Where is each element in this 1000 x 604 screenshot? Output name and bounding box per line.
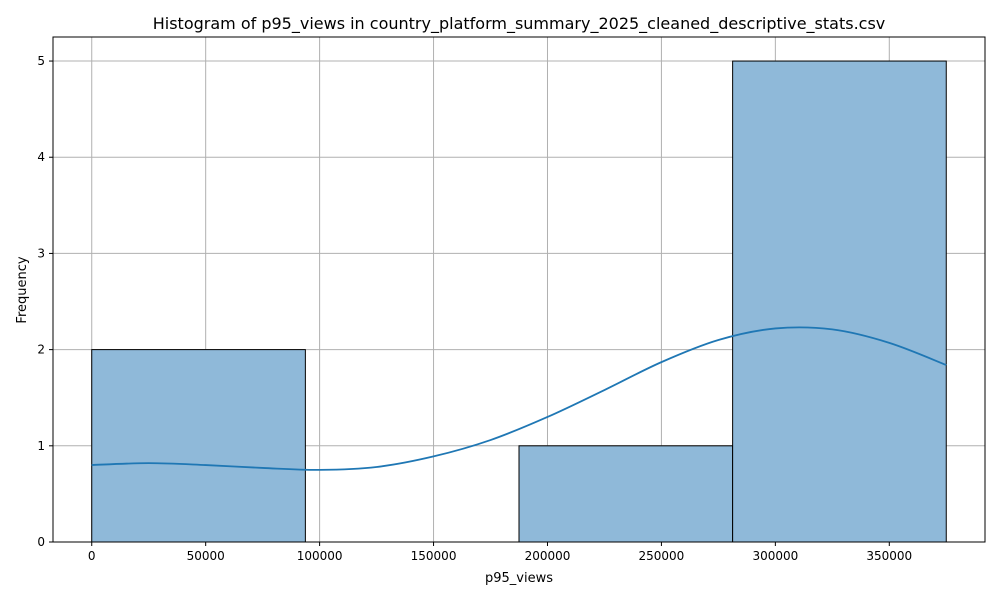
histogram-bars [91, 60, 947, 543]
x-tick-label: 50000 [187, 549, 225, 563]
x-tick-label: 350000 [866, 549, 912, 563]
y-tick-label: 3 [37, 246, 45, 260]
x-tick-label: 150000 [411, 549, 457, 563]
x-tick-label: 100000 [297, 549, 343, 563]
histogram-bar-1 [91, 349, 306, 543]
x-tick-label: 200000 [525, 549, 571, 563]
y-axis-title: Frequency [15, 256, 30, 323]
y-tick-label: 2 [37, 343, 45, 357]
histogram-bar-3 [518, 445, 734, 543]
kde-curve-group [91, 326, 947, 471]
y-tick-label: 0 [37, 535, 45, 549]
y-tick-label: 4 [37, 150, 45, 164]
histogram-bar-4 [732, 60, 947, 543]
y-tick-label: 5 [37, 54, 45, 68]
y-axis-ticks: 0 1 2 3 4 5 [37, 54, 53, 549]
kde-curve [91, 326, 947, 471]
x-tick-label: 250000 [639, 549, 685, 563]
y-tick-label: 1 [37, 439, 45, 453]
plot-frame [52, 36, 986, 543]
x-tick-label: 300000 [752, 549, 798, 563]
x-tick-label: 0 [88, 549, 96, 563]
x-axis-ticks: 0 50000 100000 150000 200000 250000 300000 3500… [88, 542, 912, 563]
chart-title: Histogram of p95_views in country_platfo… [153, 14, 886, 34]
x-axis-title: p95_views [485, 571, 553, 586]
